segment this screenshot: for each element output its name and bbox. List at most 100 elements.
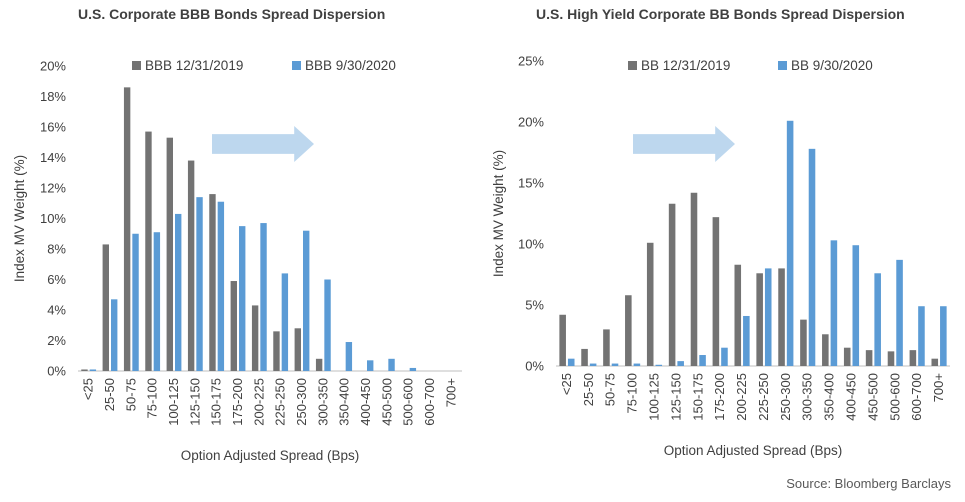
bbb-bar-2020 [196, 197, 203, 371]
bbb-bar-2019 [230, 281, 237, 371]
bbb-bar-2020 [132, 233, 139, 371]
bb-category-label: 150-175 [690, 373, 705, 421]
bb-bar-2020 [677, 361, 684, 366]
bbb-bar-2019 [209, 194, 216, 371]
bbb-category-label: 175-200 [230, 378, 245, 426]
bbb-bar-2019 [81, 369, 88, 371]
bbb-bar-2020 [388, 358, 395, 371]
bbb-bar-2019 [273, 331, 280, 371]
bb-category-label: 125-150 [668, 373, 683, 421]
bb-bar-2019 [887, 351, 895, 366]
bbb-category-label: 25-50 [102, 378, 117, 411]
bb-bar-2019 [603, 329, 610, 366]
bbb-category-label: 700+ [443, 378, 458, 407]
bb-bar-2020 [808, 148, 816, 366]
bbb-bar-2019 [123, 87, 131, 371]
bb-legend-swatch-2019 [628, 61, 637, 70]
bb-category-label: 25-50 [581, 373, 596, 406]
chart-title-bb: U.S. High Yield Corporate BB Bonds Sprea… [536, 6, 905, 22]
bbb-category-label: 75-100 [145, 378, 160, 418]
bbb-bar-2019 [102, 244, 109, 371]
bb-category-label: 450-500 [865, 373, 880, 421]
bbb-bar-2020 [239, 226, 246, 371]
bbb-ytick-label: 0% [47, 364, 66, 379]
bbb-bar-2019 [145, 131, 152, 371]
bb-bar-2019 [800, 319, 807, 366]
bb-bar-2020 [699, 355, 706, 366]
bbb-ytick-label: 12% [40, 181, 66, 196]
bb-bar-2019 [909, 350, 917, 366]
bbb-legend-swatch-2019 [132, 61, 141, 70]
bb-bar-2019 [712, 217, 720, 366]
bbb-bar-2020 [217, 201, 225, 371]
bb-category-label: 250-300 [778, 373, 793, 421]
bb-bar-2019 [581, 348, 588, 366]
bb-bar-2020 [874, 273, 881, 366]
bbb-category-label: 125-150 [187, 378, 202, 426]
bb-bar-2020 [918, 306, 925, 366]
bbb-x-axis-title: Option Adjusted Spread (Bps) [181, 448, 360, 463]
bbb-legend-swatch-2020 [292, 61, 301, 70]
bb-bar-2019 [778, 268, 785, 366]
bb-category-label: 75-100 [625, 373, 640, 413]
bb-bar-2020 [743, 315, 750, 366]
bb-category-label: 400-450 [844, 373, 859, 421]
bb-category-label: 500-600 [887, 373, 902, 421]
bbb-legend-label-2019: BBB 12/31/2019 [145, 58, 243, 73]
bb-bar-2020 [940, 306, 947, 366]
bbb-bar-2020 [153, 232, 161, 371]
bbb-category-label: 300-350 [315, 378, 330, 426]
bb-bar-2019 [822, 334, 829, 366]
bb-bar-2020 [786, 120, 794, 366]
bb-category-label: 300-350 [800, 373, 815, 421]
bbb-ytick-label: 2% [47, 333, 66, 348]
bb-ytick-label: 10% [518, 237, 544, 252]
bb-category-label: 350-400 [822, 373, 837, 421]
bbb-ytick-label: 14% [40, 150, 66, 165]
bb-right-arrow-icon [633, 126, 735, 162]
bb-ytick-label: 0% [525, 359, 544, 374]
bb-bar-2019 [931, 358, 939, 366]
bb-bar-2020 [589, 363, 597, 366]
bbb-bar-2020 [260, 223, 267, 371]
bbb-bar-2019 [294, 328, 301, 371]
bb-bar-2020 [633, 363, 641, 366]
bbb-bar-2020 [281, 273, 289, 371]
bb-bar-2020 [611, 363, 619, 366]
bbb-bar-2019 [251, 305, 259, 371]
chart-title-bbb: U.S. Corporate BBB Bonds Spread Dispersi… [78, 6, 386, 22]
bb-ytick-label: 5% [525, 298, 544, 313]
bbb-category-label: 50-75 [123, 378, 138, 411]
bbb-bar-2019 [315, 358, 323, 371]
bb-ytick-label: 25% [518, 54, 544, 69]
bb-bar-2020 [655, 364, 663, 366]
bbb-category-label: 500-600 [401, 378, 416, 426]
bb-bar-2019 [668, 203, 676, 366]
bb-y-axis-title: Index MV Weight (%) [491, 150, 506, 277]
bb-bar-2020 [567, 358, 575, 366]
bbb-category-label: 250-300 [294, 378, 309, 426]
bb-bar-2020 [764, 268, 772, 366]
bb-ytick-label: 20% [518, 115, 544, 130]
bbb-legend-label-2020: BBB 9/30/2020 [305, 58, 396, 73]
bbb-bar-2020 [89, 369, 97, 371]
bb-bar-2019 [756, 273, 763, 366]
bbb-bar-2020 [409, 367, 417, 371]
bb-category-label: 600-700 [909, 373, 924, 421]
source-note: Source: Bloomberg Barclays [786, 476, 951, 491]
bbb-ytick-label: 20% [40, 59, 66, 74]
bbb-bar-2020 [303, 230, 310, 371]
bbb-category-label: 200-225 [251, 378, 266, 426]
bb-bar-2019 [625, 295, 632, 366]
bb-ytick-label: 15% [518, 176, 544, 191]
bb-legend-label-2019: BB 12/31/2019 [641, 58, 730, 73]
bbb-category-label: <25 [81, 378, 96, 400]
bb-x-axis-title: Option Adjusted Spread (Bps) [664, 443, 843, 458]
bb-category-label: <25 [559, 373, 574, 395]
bb-bar-2020 [896, 259, 903, 366]
bbb-ytick-label: 18% [40, 89, 66, 104]
bb-category-label: 700+ [931, 373, 946, 402]
bbb-category-label: 450-500 [379, 378, 394, 426]
bbb-bar-2020 [175, 213, 182, 371]
